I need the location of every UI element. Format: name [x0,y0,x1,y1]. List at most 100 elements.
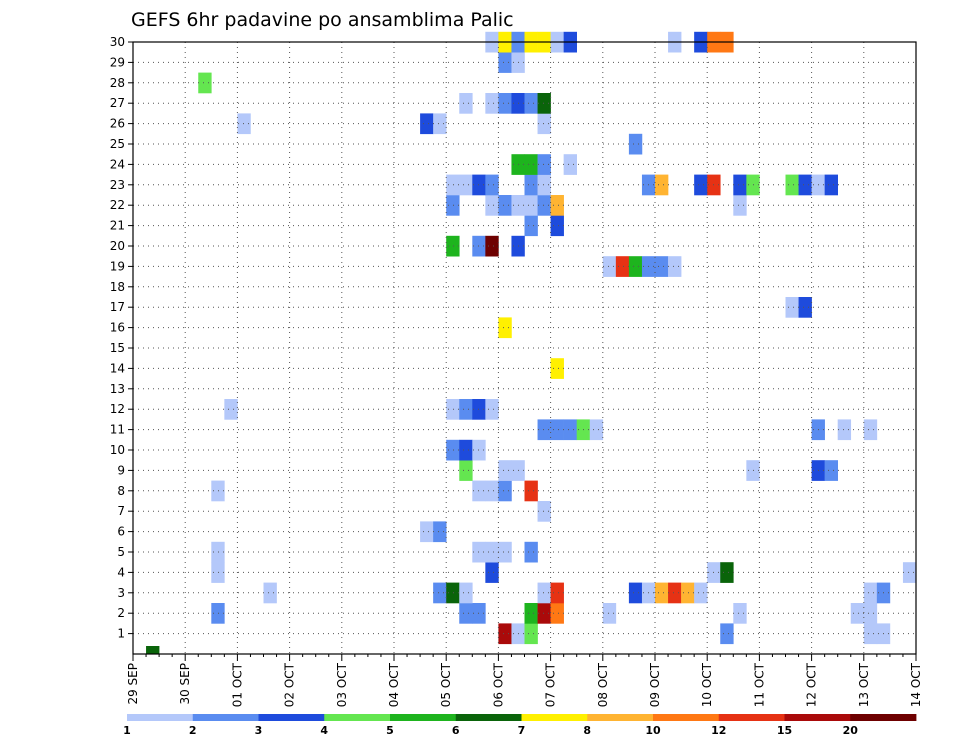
x-tick-label: 05 OCT [439,662,453,707]
heatmap-cell [824,174,838,196]
heatmap-cell [655,582,669,604]
colorbar-label: 7 [518,724,526,737]
y-axis: 1234567891011121314151617181920212223242… [110,35,133,641]
heatmap-cell [837,419,852,441]
heatmap-cell [733,174,747,196]
heatmap-cell [681,582,695,604]
y-tick-label: 23 [110,178,125,192]
heatmap-cell [524,154,538,175]
y-tick-label: 8 [117,484,125,498]
x-tick-label: 10 OCT [700,662,714,707]
heatmap-cell [211,541,225,563]
heatmap-cell [668,582,682,604]
heatmap-cell [537,113,551,135]
y-tick-label: 18 [110,280,125,294]
heatmap-cell [563,154,577,175]
heatmap-cell [602,603,617,624]
colorbar-swatch [455,714,522,721]
colorbar-label: 8 [583,724,591,737]
heatmap-cell [263,582,277,604]
heatmap-cell [537,93,551,114]
colorbar-swatch [127,714,194,721]
heatmap-cell [459,603,473,624]
heatmap-cell [720,562,734,583]
heatmap-cell [485,195,499,216]
heatmap-cell [433,582,447,604]
y-tick-label: 28 [110,76,125,90]
heatmap-cell [550,603,564,624]
heatmap-cell [459,582,473,604]
heatmap-cell [198,72,212,94]
colorbar-label: 6 [452,724,460,737]
colorbar-swatch [850,714,917,721]
x-tick-label: 06 OCT [491,662,505,707]
x-tick-label: 02 OCT [283,662,297,707]
x-tick-label: 04 OCT [387,662,401,707]
colorbar-label: 4 [320,724,328,737]
y-tick-label: 20 [110,239,125,253]
y-tick-label: 3 [117,586,125,600]
heatmap-cell [628,582,643,604]
heatmap-cell [668,256,682,277]
heatmap-cell [589,419,604,441]
colorbar-label: 5 [386,724,394,737]
heatmap-cell [785,174,799,196]
y-tick-label: 5 [117,545,125,559]
y-tick-label: 9 [117,463,125,477]
heatmap-cell [420,521,434,543]
chart-title: GEFS 6hr padavine po ansamblima Palic [131,9,514,31]
heatmap-cell [655,256,669,277]
heatmap-cell [498,623,512,645]
heatmap-cell [733,603,747,624]
y-tick-label: 24 [110,157,125,171]
heatmap-cell [785,297,799,318]
heatmap-cell [550,358,564,379]
heatmap-cell [537,501,551,522]
y-tick-label: 19 [110,259,125,273]
heatmap-cell [524,480,538,502]
y-tick-label: 7 [117,504,125,518]
heatmap-cell [524,174,538,196]
heatmap-cell [485,93,499,114]
colorbar-swatch [192,714,259,721]
heatmap-cell [537,154,551,175]
colorbar-label: 2 [189,724,197,737]
y-tick-label: 12 [110,402,125,416]
y-tick-label: 13 [110,382,125,396]
heatmap-cell [563,419,577,441]
heatmap-cell [655,174,669,196]
heatmap-cell [498,52,512,73]
heatmap-cell [733,195,747,216]
y-tick-label: 27 [110,96,125,110]
y-tick-label: 2 [117,606,125,620]
y-tick-label: 16 [110,321,125,335]
heatmap-cell [459,399,473,420]
heatmap-cell [498,480,512,502]
colorbar-swatch [718,714,785,721]
colorbar-label: 1 [123,724,131,737]
heatmap-cell [446,399,460,420]
colorbar-swatch [521,714,588,721]
heatmap-cell [798,174,812,196]
y-tick-label: 6 [117,525,125,539]
heatmap-cell [498,93,512,114]
x-tick-label: 13 OCT [857,662,871,707]
y-tick-label: 14 [110,361,125,375]
heatmap-cell [628,256,643,277]
heatmap-cell [524,623,538,645]
heatmap-cell [537,174,551,196]
heatmap-cell [524,215,538,237]
colorbar-swatch [587,714,654,721]
colorbar-swatch [653,714,720,721]
heatmap-cell [694,582,708,604]
heatmap-cell [485,174,499,196]
heatmap-cell [433,113,447,135]
x-tick-label: 09 OCT [648,662,662,707]
y-tick-label: 22 [110,198,125,212]
colorbar-label: 10 [645,724,661,737]
heatmap-cell [537,582,551,604]
heatmap-cell [550,215,564,237]
heatmap-cell [524,603,538,624]
x-tick-label: 12 OCT [805,662,819,707]
